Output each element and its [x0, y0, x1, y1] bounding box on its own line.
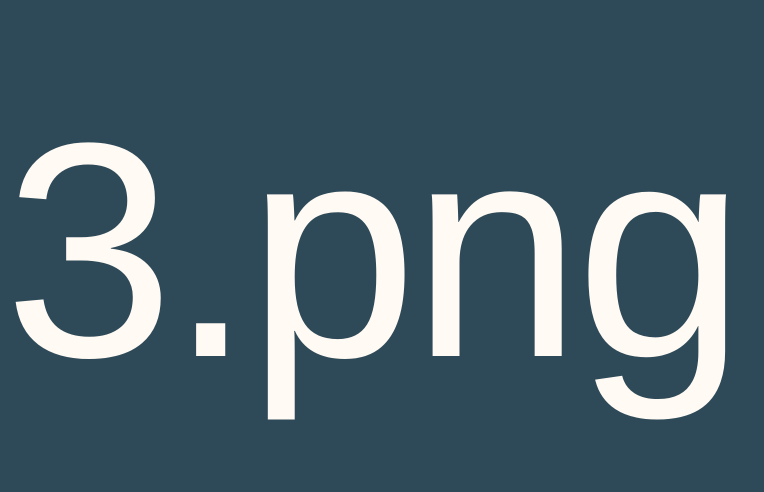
filename-label: 3.png	[4, 79, 746, 421]
